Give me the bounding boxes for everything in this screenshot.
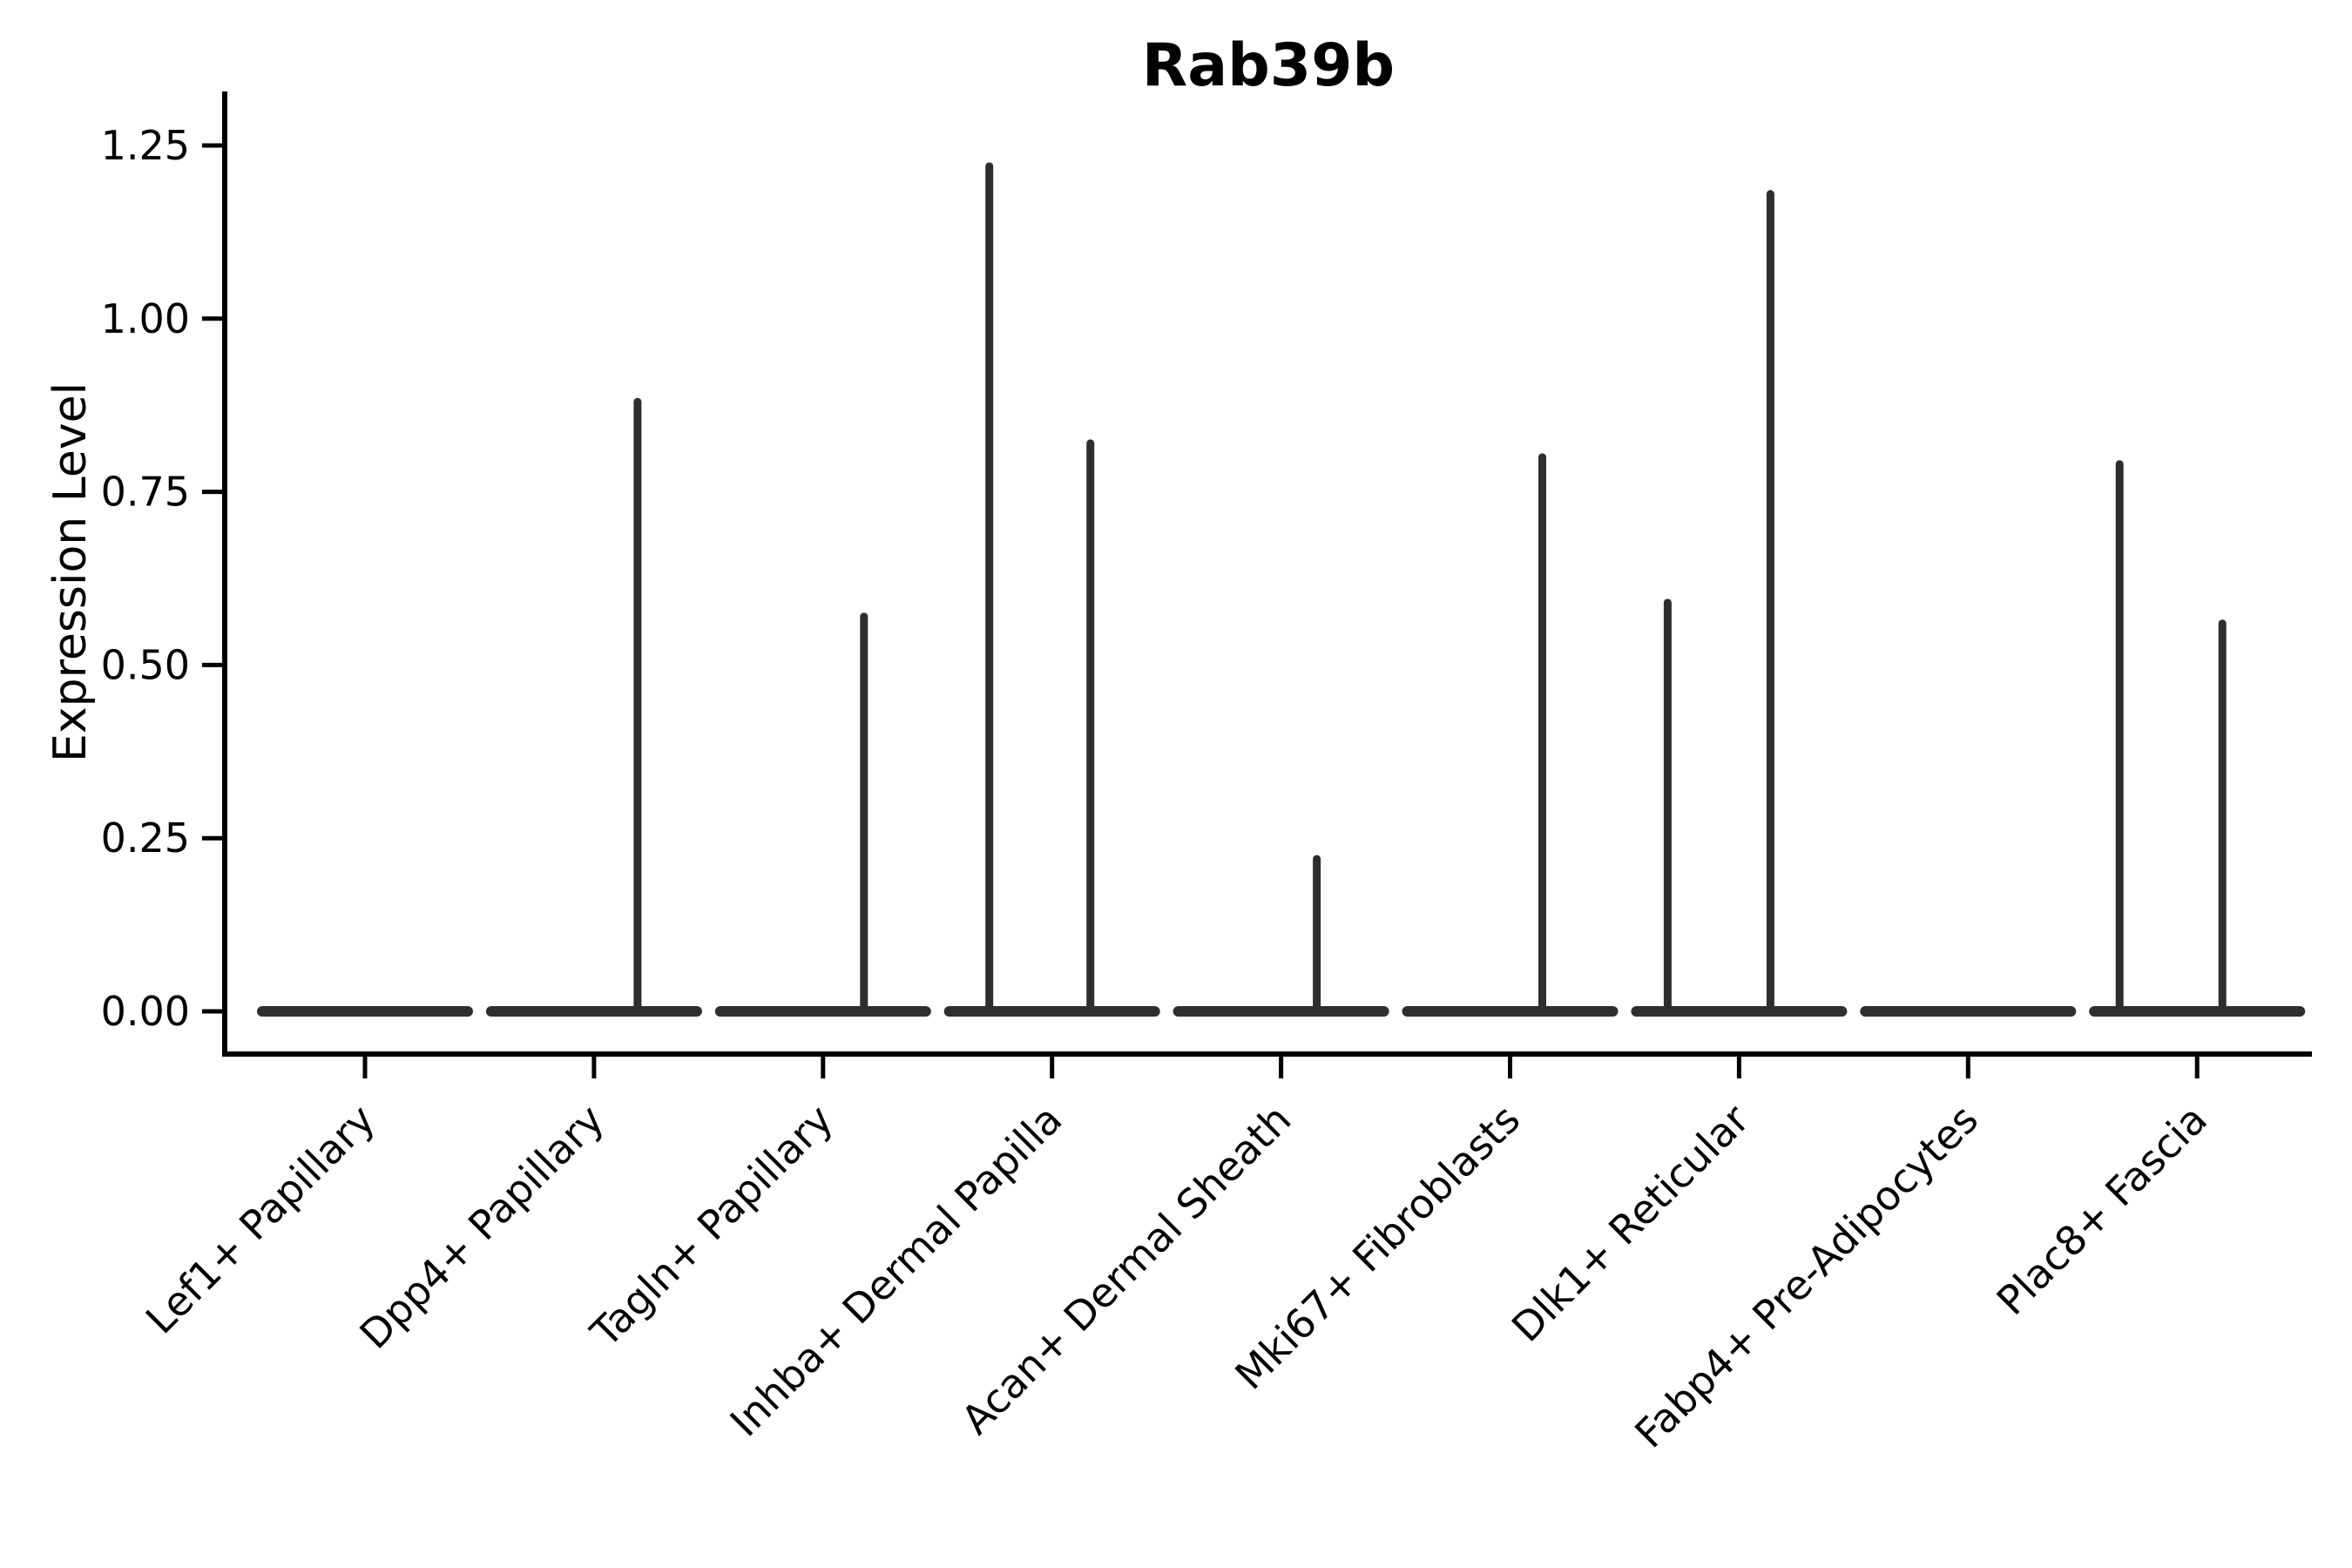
- y-tick-label: 0.50: [101, 641, 190, 688]
- violin-tagln-papillary: [714, 612, 931, 1017]
- y-tick-label: 0.00: [101, 988, 190, 1035]
- violin-inhba-dermal-papilla: [943, 162, 1160, 1017]
- violins-layer: [257, 162, 2306, 1017]
- x-tick-label: Dpp4+ Papillary: [350, 1096, 612, 1358]
- x-tick-label: Tagln+ Papillary: [581, 1096, 842, 1357]
- y-tick-label: 1.00: [101, 295, 190, 342]
- violin-dpp4-papillary: [485, 397, 702, 1017]
- violin-dlk1-reticular: [1631, 190, 1848, 1017]
- y-tick-label: 1.25: [101, 122, 190, 169]
- chart-title: Rab39b: [1142, 31, 1395, 100]
- violin-plac8-fascia: [2089, 460, 2306, 1017]
- x-tick-label: Dlk1+ Reticular: [1503, 1096, 1758, 1351]
- y-tick-label: 0.75: [101, 469, 190, 516]
- violin-mki67-fibroblasts: [1402, 453, 1619, 1017]
- violin-acan-dermal-sheath: [1173, 855, 1389, 1017]
- x-tick-label: Plac8+ Fascia: [1988, 1096, 2216, 1324]
- axes-layer: [222, 91, 2312, 1057]
- y-tick-label: 0.25: [101, 814, 190, 862]
- x-tick-label: Lef1+ Papillary: [137, 1096, 384, 1343]
- y-axis-label: Expression Level: [44, 382, 97, 762]
